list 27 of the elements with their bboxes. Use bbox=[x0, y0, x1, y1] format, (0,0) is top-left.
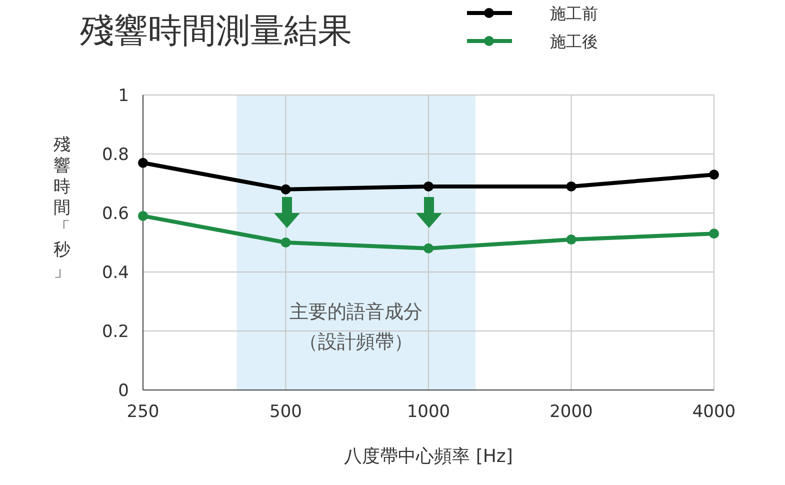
point bbox=[709, 170, 719, 180]
legend-label: 施工前 bbox=[550, 4, 598, 23]
legend-label: 施工後 bbox=[550, 32, 598, 51]
x-tick-label: 250 bbox=[126, 402, 160, 422]
point bbox=[280, 238, 291, 248]
point bbox=[138, 210, 148, 221]
y-tick-label: 1 bbox=[118, 86, 129, 106]
point bbox=[424, 243, 434, 254]
point bbox=[709, 228, 719, 239]
band-label: 主要的語音成分（設計頻帶） bbox=[290, 301, 423, 353]
y-tick-label: 0.8 bbox=[102, 145, 129, 165]
x-tick-label: 500 bbox=[270, 402, 302, 422]
point bbox=[138, 158, 148, 168]
x-tick-label: 4000 bbox=[692, 402, 736, 422]
x-tick-label: 2000 bbox=[550, 402, 593, 422]
y-tick-label: 0.4 bbox=[102, 263, 129, 283]
y-tick-label: 0.6 bbox=[102, 204, 129, 224]
chart-title: 殘響時間測量結果 bbox=[80, 11, 352, 51]
point bbox=[566, 181, 576, 192]
y-tick-label: 0.2 bbox=[102, 322, 129, 342]
y-axis-title: 殘響時間「秒」 bbox=[54, 135, 70, 281]
point bbox=[566, 234, 576, 245]
x-axis-title: 八度帶中心頻率 [Hz] bbox=[344, 446, 513, 467]
point bbox=[424, 181, 434, 192]
x-tick-label: 1000 bbox=[406, 402, 450, 422]
y-tick-label: 0 bbox=[118, 381, 129, 401]
point bbox=[280, 184, 291, 194]
